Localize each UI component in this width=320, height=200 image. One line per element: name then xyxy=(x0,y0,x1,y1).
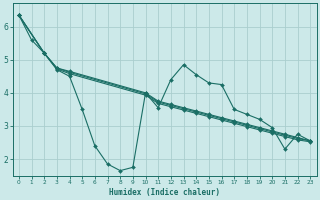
X-axis label: Humidex (Indice chaleur): Humidex (Indice chaleur) xyxy=(109,188,220,197)
